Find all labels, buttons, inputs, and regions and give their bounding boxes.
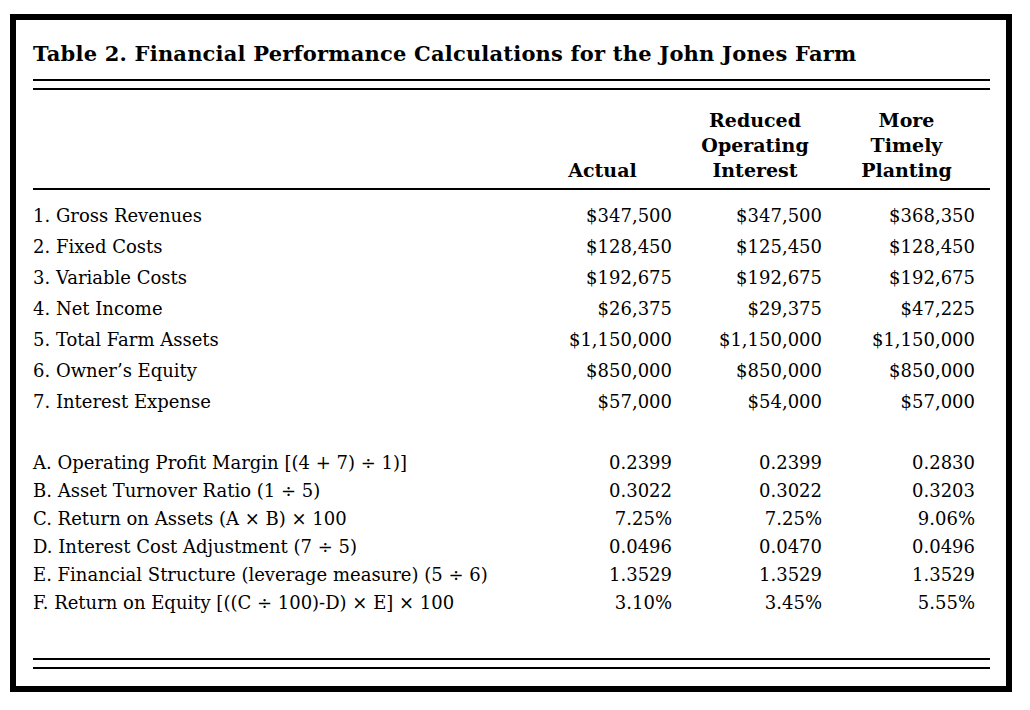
cell-value: 5.55%	[838, 588, 990, 616]
cell-value: $850,000	[533, 355, 688, 386]
row-label: 1. Gross Revenues	[33, 189, 533, 231]
row-label: D. Interest Cost Adjustment (7 ÷ 5)	[33, 532, 533, 560]
cell-value: $47,225	[838, 293, 990, 324]
cell-value: 0.3203	[838, 476, 990, 504]
cell-value: $128,450	[838, 231, 990, 262]
cell-value: 0.2399	[688, 448, 838, 476]
numbered-rows-section: 1. Gross Revenues $347,500 $347,500 $368…	[33, 189, 990, 448]
document-page: Table 2. Financial Performance Calculati…	[0, 0, 1030, 710]
cell-value: $368,350	[838, 189, 990, 231]
section-spacer-row	[33, 417, 990, 448]
table-row: F. Return on Equity [((C ÷ 100)-D) × E] …	[33, 588, 990, 616]
column-header-reduced-operating-interest: Reduced Operating Interest	[688, 90, 838, 189]
cell-value: $850,000	[688, 355, 838, 386]
cell-value: $1,150,000	[838, 324, 990, 355]
bottom-double-rule	[33, 658, 990, 669]
cell-value: 7.25%	[533, 504, 688, 532]
cell-value: $850,000	[838, 355, 990, 386]
cell-value: 0.0496	[533, 532, 688, 560]
table-row: B. Asset Turnover Ratio (1 ÷ 5) 0.3022 0…	[33, 476, 990, 504]
table-row: E. Financial Structure (leverage measure…	[33, 560, 990, 588]
table-row: C. Return on Assets (A × B) × 100 7.25% …	[33, 504, 990, 532]
cell-value: 1.3529	[688, 560, 838, 588]
table-row: D. Interest Cost Adjustment (7 ÷ 5) 0.04…	[33, 532, 990, 560]
row-label: E. Financial Structure (leverage measure…	[33, 560, 533, 588]
cell-value: $1,150,000	[688, 324, 838, 355]
cell-value: 0.3022	[533, 476, 688, 504]
cell-value: $29,375	[688, 293, 838, 324]
cell-value: 0.2830	[838, 448, 990, 476]
table-row: 2. Fixed Costs $128,450 $125,450 $128,45…	[33, 231, 990, 262]
financial-table: Actual Reduced Operating Interest More T…	[33, 90, 990, 616]
row-label: C. Return on Assets (A × B) × 100	[33, 504, 533, 532]
cell-value: $54,000	[688, 386, 838, 417]
cell-value: $128,450	[533, 231, 688, 262]
cell-value: $192,675	[533, 262, 688, 293]
header-row: Actual Reduced Operating Interest More T…	[33, 90, 990, 189]
cell-value: 0.2399	[533, 448, 688, 476]
column-header-more-timely-planting: More Timely Planting	[838, 90, 990, 189]
table-frame: Table 2. Financial Performance Calculati…	[10, 14, 1012, 692]
row-label: 3. Variable Costs	[33, 262, 533, 293]
column-header-blank	[33, 90, 533, 189]
row-label: 7. Interest Expense	[33, 386, 533, 417]
table-header: Actual Reduced Operating Interest More T…	[33, 90, 990, 189]
table-row: 5. Total Farm Assets $1,150,000 $1,150,0…	[33, 324, 990, 355]
cell-value: 9.06%	[838, 504, 990, 532]
cell-value: $192,675	[838, 262, 990, 293]
cell-value: $26,375	[533, 293, 688, 324]
cell-value: 0.0470	[688, 532, 838, 560]
table-row: 1. Gross Revenues $347,500 $347,500 $368…	[33, 189, 990, 231]
row-label: F. Return on Equity [((C ÷ 100)-D) × E] …	[33, 588, 533, 616]
row-label: B. Asset Turnover Ratio (1 ÷ 5)	[33, 476, 533, 504]
row-label: 4. Net Income	[33, 293, 533, 324]
cell-value: 3.45%	[688, 588, 838, 616]
cell-value: $57,000	[533, 386, 688, 417]
cell-value: 0.0496	[838, 532, 990, 560]
table-row: 6. Owner’s Equity $850,000 $850,000 $850…	[33, 355, 990, 386]
cell-value: 1.3529	[533, 560, 688, 588]
table-row: 4. Net Income $26,375 $29,375 $47,225	[33, 293, 990, 324]
cell-value: $125,450	[688, 231, 838, 262]
cell-value: $1,150,000	[533, 324, 688, 355]
table-content: Table 2. Financial Performance Calculati…	[33, 41, 990, 669]
table-row: 7. Interest Expense $57,000 $54,000 $57,…	[33, 386, 990, 417]
row-label: 5. Total Farm Assets	[33, 324, 533, 355]
cell-value: 1.3529	[838, 560, 990, 588]
column-header-actual: Actual	[533, 90, 688, 189]
cell-value: $347,500	[533, 189, 688, 231]
cell-value: 0.3022	[688, 476, 838, 504]
top-double-rule	[33, 79, 990, 90]
cell-value: 3.10%	[533, 588, 688, 616]
row-label: 2. Fixed Costs	[33, 231, 533, 262]
cell-value: $192,675	[688, 262, 838, 293]
table-row: A. Operating Profit Margin [(4 + 7) ÷ 1)…	[33, 448, 990, 476]
table-row: 3. Variable Costs $192,675 $192,675 $192…	[33, 262, 990, 293]
table-caption: Table 2. Financial Performance Calculati…	[33, 41, 990, 67]
lettered-rows-section: A. Operating Profit Margin [(4 + 7) ÷ 1)…	[33, 448, 990, 616]
row-label: A. Operating Profit Margin [(4 + 7) ÷ 1)…	[33, 448, 533, 476]
cell-value: $57,000	[838, 386, 990, 417]
cell-value: $347,500	[688, 189, 838, 231]
row-label: 6. Owner’s Equity	[33, 355, 533, 386]
cell-value: 7.25%	[688, 504, 838, 532]
